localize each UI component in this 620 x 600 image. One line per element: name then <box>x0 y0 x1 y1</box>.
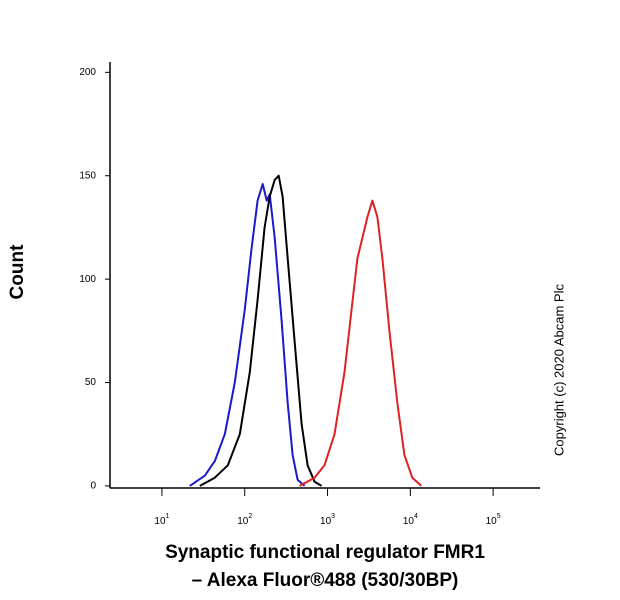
x-tick-base: 10 <box>320 516 332 527</box>
y-tick-label: 100 <box>79 274 96 285</box>
y-tick-label: 50 <box>85 377 97 388</box>
x-tick-base: 10 <box>154 516 166 527</box>
x-tick-exponent: 2 <box>248 513 252 520</box>
x-tick-exponent: 3 <box>331 513 335 520</box>
histogram-line <box>299 199 422 487</box>
histogram-line <box>189 183 306 487</box>
x-tick-exponent: 1 <box>166 513 170 520</box>
y-tick-label: 150 <box>79 170 96 181</box>
x-axis-title: Synaptic functional regulator FMR1 <box>165 542 485 563</box>
x-tick-label: 104 <box>403 513 418 527</box>
x-tick-label: 101 <box>154 513 169 527</box>
histogram-line <box>199 174 323 487</box>
x-tick-base: 10 <box>237 516 249 527</box>
x-tick-base: 10 <box>403 516 415 527</box>
y-tick-label: 200 <box>79 67 96 78</box>
x-tick-label: 102 <box>237 513 252 527</box>
x-axis-subtitle: – Alexa Fluor®488 (530/30BP) <box>192 570 459 591</box>
x-tick-label: 103 <box>320 513 335 527</box>
x-tick-base: 10 <box>486 516 498 527</box>
y-tick-label: 0 <box>90 481 96 492</box>
x-tick-exponent: 4 <box>414 513 418 520</box>
y-axis-label: Count <box>7 244 28 300</box>
x-tick-exponent: 5 <box>497 513 501 520</box>
x-tick-label: 105 <box>486 513 501 527</box>
copyright-annotation: Copyright (c) 2020 Abcam Plc <box>551 284 566 456</box>
